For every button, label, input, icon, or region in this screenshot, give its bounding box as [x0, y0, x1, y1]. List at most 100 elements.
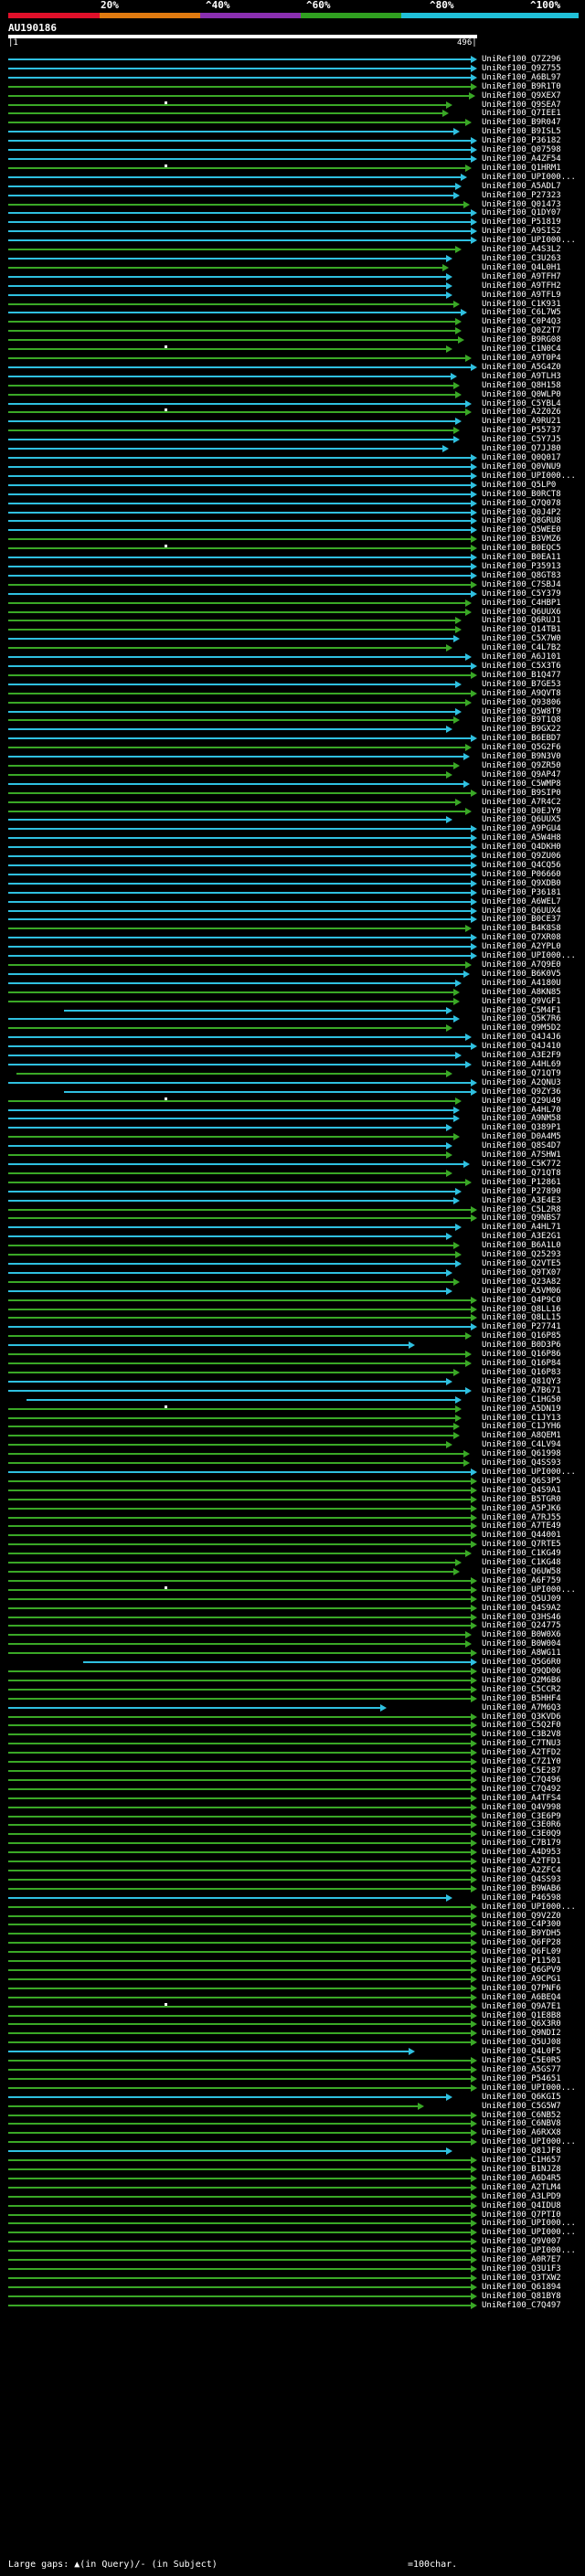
hit-bar[interactable] — [8, 2268, 472, 2271]
hit-bar[interactable] — [8, 1145, 448, 1148]
hit-bar[interactable] — [8, 1235, 448, 1238]
hit-bar[interactable] — [8, 592, 472, 595]
hit-label[interactable]: UniRef100_C1H657 — [482, 2156, 561, 2166]
hit-bar[interactable] — [8, 330, 457, 333]
hit-label[interactable]: UniRef100_B9R1T0 — [482, 81, 561, 91]
hit-label[interactable]: UniRef100_B0EA11 — [482, 553, 561, 563]
hit-bar[interactable] — [8, 656, 466, 659]
hit-label[interactable]: UniRef100_A5PJK6 — [482, 1503, 561, 1513]
hit-label[interactable]: UniRef100_UPI000... — [482, 1902, 576, 1912]
hit-label[interactable]: UniRef100_Q0WLP0 — [482, 389, 561, 399]
hit-label[interactable]: UniRef100_A5ADL7 — [482, 181, 561, 191]
hit-label[interactable]: UniRef100_Q14TB1 — [482, 625, 561, 635]
hit-bar[interactable] — [8, 1706, 381, 1709]
hit-bar[interactable] — [8, 1444, 448, 1447]
hit-label[interactable]: UniRef100_Q07598 — [482, 145, 561, 155]
hit-bar[interactable] — [8, 1226, 457, 1229]
hit-bar[interactable] — [8, 873, 472, 875]
hit-label[interactable]: UniRef100_P46598 — [482, 1892, 561, 1903]
hit-bar[interactable] — [8, 321, 457, 323]
hit-label[interactable]: UniRef100_B9N3V0 — [482, 752, 561, 762]
hit-bar[interactable] — [8, 683, 457, 685]
hit-bar[interactable] — [8, 1951, 472, 1954]
hit-label[interactable]: UniRef100_C1JYH6 — [482, 1422, 561, 1432]
hit-label[interactable]: UniRef100_B9T1Q8 — [482, 716, 561, 726]
hit-label[interactable]: UniRef100_A5DN19 — [482, 1404, 561, 1414]
hit-bar[interactable] — [8, 520, 472, 523]
hit-bar[interactable] — [8, 1562, 457, 1564]
hit-bar[interactable] — [8, 747, 466, 749]
hit-bar[interactable] — [8, 85, 472, 88]
hit-label[interactable]: UniRef100_A0R7E7 — [482, 2255, 561, 2265]
hit-bar[interactable] — [8, 366, 472, 368]
hit-label[interactable]: UniRef100_A6D4R5 — [482, 2173, 561, 2183]
hit-label[interactable]: UniRef100_Q6FP28 — [482, 1938, 561, 1948]
hit-bar[interactable] — [8, 819, 448, 822]
hit-bar[interactable] — [8, 638, 455, 641]
hit-bar[interactable] — [8, 131, 455, 133]
hit-label[interactable]: UniRef100_Q3KVD6 — [482, 1712, 561, 1722]
hit-bar[interactable] — [8, 1353, 466, 1356]
hit-bar[interactable] — [8, 1914, 472, 1917]
hit-bar[interactable] — [8, 384, 455, 387]
hit-label[interactable]: UniRef100_A9QVT8 — [482, 688, 561, 698]
hit-label[interactable]: UniRef100_B6A1L0 — [482, 1241, 561, 1251]
hit-label[interactable]: UniRef100_A5W4H8 — [482, 833, 561, 843]
hit-bar[interactable] — [8, 547, 472, 550]
hit-bar[interactable] — [8, 166, 466, 169]
hit-bar[interactable] — [8, 58, 472, 60]
hit-bar[interactable] — [8, 1479, 472, 1482]
hit-bar[interactable] — [8, 2276, 472, 2279]
hit-label[interactable]: UniRef100_B9RG08 — [482, 335, 561, 345]
hit-bar[interactable] — [8, 1942, 472, 1945]
hit-bar[interactable] — [8, 1969, 472, 1971]
hit-label[interactable]: UniRef100_UPI000... — [482, 2246, 576, 2256]
hit-bar[interactable] — [8, 1289, 448, 1292]
hit-label[interactable]: UniRef100_B0W004 — [482, 1639, 561, 1649]
hit-bar[interactable] — [8, 1036, 466, 1039]
hit-label[interactable]: UniRef100_A6WEL7 — [482, 896, 561, 906]
hit-label[interactable]: UniRef100_A9RU21 — [482, 417, 561, 427]
hit-label[interactable]: UniRef100_Q9V007 — [482, 2237, 561, 2247]
hit-label[interactable]: UniRef100_UPI000... — [482, 1467, 576, 1477]
hit-bar[interactable] — [8, 1416, 457, 1419]
hit-bar[interactable] — [8, 1389, 466, 1392]
hit-label[interactable]: UniRef100_A5VM06 — [482, 1286, 561, 1296]
hit-label[interactable]: UniRef100_Q9VGF1 — [482, 996, 561, 1006]
hit-bar[interactable] — [8, 981, 457, 984]
hit-label[interactable]: UniRef100_P27741 — [482, 1322, 561, 1332]
hit-label[interactable]: UniRef100_Q5WEE0 — [482, 525, 561, 535]
hit-label[interactable]: UniRef100_Q9ZU06 — [482, 852, 561, 862]
hit-bar[interactable] — [8, 2114, 472, 2116]
hit-label[interactable]: UniRef100_B0W0X6 — [482, 1630, 561, 1640]
hit-bar[interactable] — [8, 1299, 472, 1301]
hit-bar[interactable] — [8, 583, 472, 586]
hit-bar[interactable] — [8, 1245, 455, 1247]
hit-label[interactable]: UniRef100_P11501 — [482, 1956, 561, 1966]
hit-bar[interactable] — [8, 955, 472, 958]
hit-label[interactable]: UniRef100_A2QNU3 — [482, 1077, 561, 1087]
hit-bar[interactable] — [8, 1190, 457, 1193]
hit-bar[interactable] — [8, 2060, 472, 2062]
hit-label[interactable]: UniRef100_B9ISL5 — [482, 127, 561, 137]
hit-bar[interactable] — [8, 1588, 472, 1591]
hit-label[interactable]: UniRef100_A9NM58 — [482, 1114, 561, 1124]
hit-bar[interactable] — [8, 2086, 472, 2089]
hit-label[interactable]: UniRef100_C1HG50 — [482, 1394, 561, 1405]
hit-bar[interactable] — [8, 601, 466, 604]
hit-label[interactable]: UniRef100_Q7JJ80 — [482, 444, 561, 454]
hit-label[interactable]: UniRef100_Q1HRM1 — [482, 163, 561, 173]
hit-bar[interactable] — [8, 1371, 455, 1373]
hit-bar[interactable] — [8, 1870, 472, 1871]
hit-bar[interactable] — [8, 474, 472, 477]
hit-bar[interactable] — [8, 1724, 472, 1727]
hit-bar[interactable] — [8, 557, 472, 559]
hit-bar[interactable] — [8, 1697, 472, 1700]
hit-label[interactable]: UniRef100_C5X7W0 — [482, 634, 561, 644]
hit-bar[interactable] — [8, 511, 472, 514]
hit-label[interactable]: UniRef100_Q29U49 — [482, 1096, 561, 1106]
hit-label[interactable]: UniRef100_Q6UW58 — [482, 1566, 561, 1576]
hit-label[interactable]: UniRef100_Q16P86 — [482, 1350, 561, 1360]
hit-label[interactable]: UniRef100_A3E2G1 — [482, 1232, 561, 1242]
hit-label[interactable]: UniRef100_Q44001 — [482, 1531, 561, 1541]
